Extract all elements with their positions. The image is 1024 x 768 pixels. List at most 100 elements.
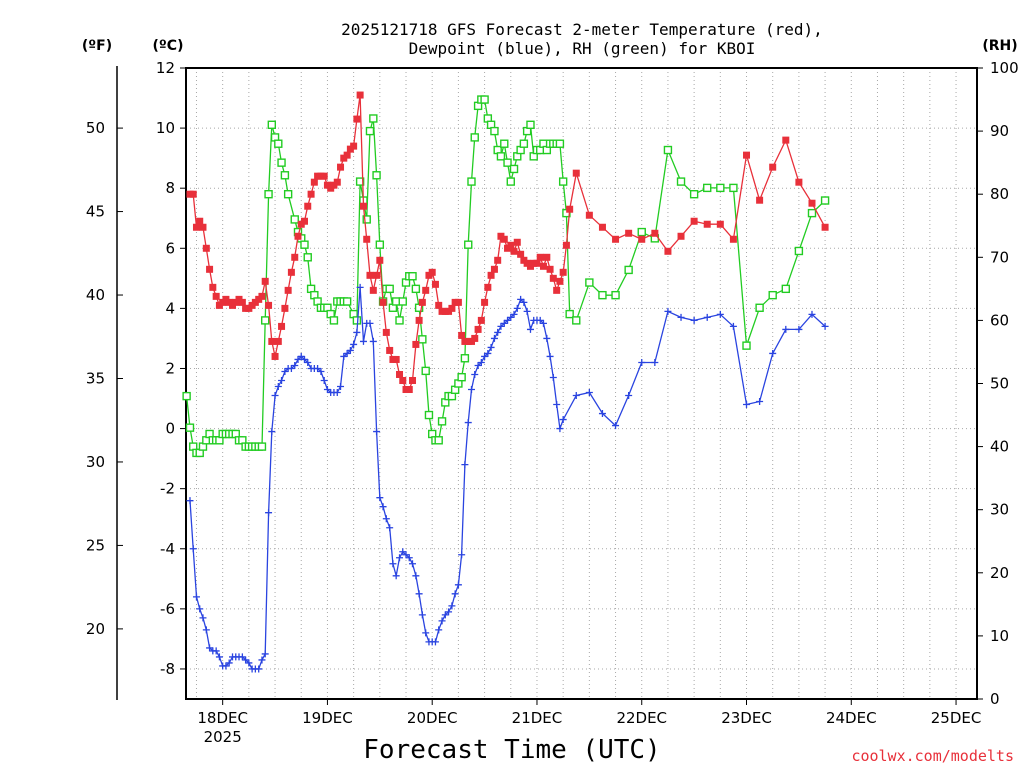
- dewpoint-point: [333, 389, 341, 397]
- dewpoint-point: [255, 665, 263, 673]
- dewpoint-point: [539, 319, 547, 327]
- dewpoint-point: [471, 370, 479, 378]
- temperature-point: [428, 268, 436, 276]
- dewpoint-point: [458, 551, 466, 559]
- dewpoint-point: [664, 307, 672, 315]
- dewpoint-point: [297, 352, 305, 360]
- chart-title-line-1: 2025121718 GFS Forecast 2-meter Temperat…: [341, 20, 823, 39]
- rh-point: [283, 189, 293, 199]
- fahrenheit-tick-label: 30: [86, 453, 105, 471]
- dewpoint-point: [546, 352, 554, 360]
- temperature-point: [716, 220, 724, 228]
- temperature-point: [261, 277, 269, 285]
- rh-point: [329, 316, 339, 325]
- rh-point: [490, 126, 499, 136]
- rh-point: [820, 196, 830, 205]
- dewpoint-point: [445, 608, 453, 616]
- series-dewpoint: [186, 283, 829, 673]
- rh-tick-label: 60: [990, 311, 1009, 329]
- temperature-point: [782, 136, 790, 144]
- celsius-tick-label: 4: [165, 299, 175, 317]
- rh-point: [519, 139, 529, 148]
- temperature-point: [418, 298, 426, 306]
- temperature-point: [651, 229, 659, 237]
- temperature-point: [484, 283, 492, 291]
- rh-point: [408, 272, 417, 281]
- rh-point: [558, 177, 568, 186]
- dewpoint-point: [612, 422, 620, 430]
- rh-point: [676, 177, 686, 186]
- dewpoint-point: [795, 325, 803, 333]
- temperature-point: [474, 325, 482, 333]
- rh-point: [716, 183, 725, 193]
- temperature-point: [379, 298, 387, 306]
- fahrenheit-tick-label: 45: [86, 203, 105, 221]
- temperature-point: [392, 355, 400, 363]
- rh-tick-label: 50: [990, 375, 1009, 393]
- rh-point: [182, 391, 191, 401]
- dewpoint-point: [513, 304, 521, 312]
- dewpoint-point: [504, 316, 512, 324]
- temperature-point: [202, 244, 210, 252]
- dewpoint-point: [523, 307, 531, 315]
- rh-point: [742, 341, 751, 350]
- temperature-point: [677, 232, 685, 240]
- temperature-point: [539, 262, 547, 270]
- temperature-point: [199, 223, 207, 231]
- rh-point: [303, 253, 312, 262]
- temperature-point: [268, 337, 276, 345]
- dewpoint-point: [382, 515, 390, 523]
- temperature-point: [196, 217, 204, 225]
- temperature-point: [343, 151, 351, 159]
- dewpoint-point: [690, 316, 698, 324]
- celsius-tick-label: 0: [165, 420, 175, 438]
- dewpoint-point: [189, 545, 197, 553]
- dewpoint-point: [300, 355, 308, 363]
- rh-point: [496, 152, 506, 161]
- dewpoint-point: [369, 337, 377, 345]
- dewpoint-point: [782, 325, 790, 333]
- temperature-point: [477, 316, 485, 324]
- x-tick-sublabel: 2025: [204, 728, 242, 746]
- rh-point: [274, 139, 283, 148]
- rh-point: [434, 436, 443, 445]
- rh-point: [503, 158, 512, 167]
- dewpoint-point: [703, 313, 711, 321]
- rh-point: [352, 316, 362, 325]
- dewpoint-point: [402, 551, 410, 559]
- rh-point: [421, 366, 430, 376]
- dewpoint-point: [389, 560, 397, 568]
- temperature-point: [281, 304, 289, 312]
- dewpoint-point: [412, 572, 420, 580]
- temperature-point: [376, 256, 384, 264]
- temperature-point: [304, 202, 312, 210]
- temperature-point: [386, 346, 394, 354]
- rh-tick-label: 90: [990, 122, 1009, 140]
- rh-point: [624, 265, 633, 275]
- series-temperature: [186, 91, 829, 394]
- rh-point: [365, 126, 375, 136]
- rh-point: [460, 354, 470, 363]
- x-tick-label: 25DEC: [931, 709, 982, 727]
- temperature-point: [536, 253, 544, 261]
- dewpoint-point: [497, 322, 505, 330]
- rh-line: [185, 98, 826, 454]
- dewpoint-point: [399, 548, 407, 556]
- dewpoint-point: [359, 337, 367, 345]
- dewpoint-point: [196, 605, 204, 613]
- temperature-point: [808, 199, 816, 207]
- celsius-tick-label: 2: [165, 359, 175, 377]
- dewpoint-point: [418, 611, 426, 619]
- temperature-point: [510, 247, 518, 255]
- x-axis-title: Forecast Time (UTC): [363, 735, 660, 765]
- rh-tick-label: 30: [990, 501, 1009, 519]
- dewpoint-point: [585, 389, 593, 397]
- temperature-point: [369, 286, 377, 294]
- dewpoint-point: [808, 310, 816, 318]
- temperature-point: [412, 340, 420, 348]
- temperature-point: [409, 376, 417, 384]
- dewpoint-point: [441, 611, 449, 619]
- rh-point: [807, 208, 817, 218]
- fahrenheit-tick-label: 20: [86, 620, 105, 638]
- dewpoint-point: [477, 358, 485, 366]
